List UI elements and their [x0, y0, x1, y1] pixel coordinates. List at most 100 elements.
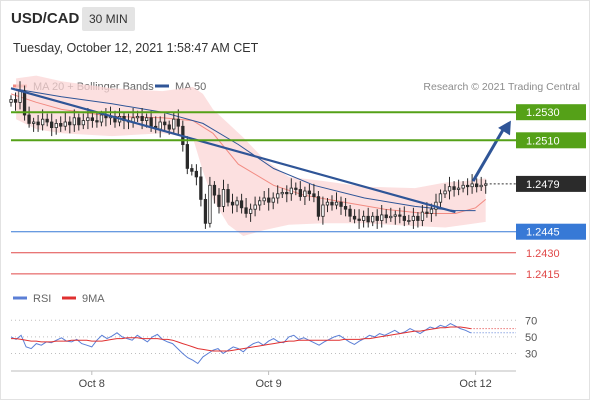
- candle-body: [13, 99, 18, 103]
- candle-body: [54, 123, 58, 129]
- candle-body: [235, 200, 239, 206]
- candle-body: [194, 170, 199, 178]
- candle-body: [203, 198, 208, 224]
- candle-body: [9, 99, 13, 103]
- rsi-legend: RSI 9MA: [13, 293, 105, 305]
- candle-body: [325, 201, 330, 206]
- candle-body: [416, 215, 420, 221]
- candle-body: [262, 197, 266, 202]
- rsi-tick-70: 70: [525, 315, 537, 327]
- candle-body: [339, 201, 343, 207]
- candle-body: [285, 191, 289, 195]
- candle-body: [167, 124, 171, 130]
- candle-body: [226, 189, 230, 203]
- candle-body: [380, 214, 384, 221]
- candle-body: [307, 190, 312, 195]
- candle-body: [443, 190, 447, 195]
- candle-body: [172, 118, 176, 130]
- last-price-badge: [516, 175, 586, 192]
- level-label-0: 1.2530: [526, 107, 560, 119]
- candle-body: [461, 184, 465, 189]
- chart-header: USD/CAD 30 MIN: [0, 0, 590, 38]
- candle-body: [217, 194, 221, 207]
- candle-body: [407, 220, 411, 222]
- candle-body: [267, 197, 271, 203]
- candle-body: [479, 184, 483, 188]
- candle-body: [276, 193, 280, 199]
- candle-body: [77, 117, 81, 126]
- candle-body: [420, 211, 425, 221]
- forecast-arrow-head: [498, 120, 511, 136]
- candle-body: [357, 218, 361, 221]
- candle-body: [199, 176, 203, 200]
- rsi-plot: 70 50 30: [10, 315, 537, 365]
- level-label-2: 1.2445: [526, 227, 560, 239]
- candle-body: [411, 215, 416, 221]
- time-tick-label-2: Oct 12: [459, 378, 491, 390]
- candle-body: [149, 117, 153, 127]
- candle-body: [59, 123, 63, 127]
- candle-body: [72, 117, 76, 126]
- level-badge-2: [516, 223, 586, 240]
- candle-body: [474, 183, 479, 188]
- candle-body: [163, 121, 167, 126]
- candle-body: [248, 208, 253, 214]
- candle-body: [185, 144, 190, 169]
- candle-body: [393, 214, 397, 217]
- candle-body: [334, 201, 339, 206]
- candle-body: [312, 193, 316, 198]
- candle-body: [384, 214, 388, 219]
- last-price-label: 1.2479: [526, 179, 560, 191]
- time-tick-label-0: Oct 8: [79, 378, 105, 390]
- candle-body: [212, 184, 217, 196]
- candle-body: [271, 197, 275, 203]
- rsi-series-9ma: [11, 326, 471, 352]
- candle-body: [144, 117, 149, 122]
- candle-body: [289, 187, 294, 195]
- candle-body: [257, 200, 262, 206]
- candle-body: [316, 196, 321, 217]
- trendline: [10, 87, 456, 214]
- time-axis: Oct 8 Oct 9 Oct 12: [11, 370, 516, 390]
- candle-body: [239, 200, 244, 209]
- candle-body: [465, 184, 470, 188]
- candle-body: [298, 189, 303, 197]
- candle-body: [32, 121, 36, 124]
- level-badge-0: [516, 104, 586, 121]
- candle-body: [280, 191, 284, 195]
- candle-body: [398, 214, 402, 217]
- candle-body: [135, 116, 140, 119]
- candle-body: [375, 215, 379, 221]
- candle-body: [95, 120, 99, 123]
- candle-body: [253, 204, 257, 210]
- candle-body: [348, 208, 352, 217]
- candle-body: [470, 183, 474, 188]
- candle-body: [158, 121, 162, 130]
- candle-body: [303, 190, 307, 197]
- candle-body: [41, 118, 45, 126]
- candle-body: [429, 208, 434, 214]
- level-badge-1: [516, 132, 586, 149]
- candle-body: [36, 121, 40, 126]
- timeframe-button[interactable]: 30 MIN: [82, 7, 135, 31]
- symbol-label: USD/CAD: [11, 10, 80, 27]
- level-label-3: 1.2430: [526, 248, 560, 260]
- candle-body: [366, 215, 370, 223]
- candle-body: [447, 186, 452, 192]
- price-levels: 1.2530 1.2510 1.2445 1.2430 1.2415 1.2479: [11, 104, 586, 281]
- rsi-tick-50: 50: [525, 332, 537, 344]
- candle-body: [68, 121, 72, 126]
- candle-body: [330, 201, 334, 206]
- candle-body: [86, 117, 90, 122]
- candle-body: [244, 207, 248, 214]
- candle-body: [81, 120, 85, 126]
- candle-body: [294, 187, 298, 190]
- candle-body: [221, 189, 226, 207]
- candle-body: [438, 193, 443, 203]
- candle-body: [99, 114, 104, 123]
- candle-body: [90, 117, 94, 122]
- rsi-series-rsi: [10, 323, 471, 365]
- candle-body: [343, 205, 348, 210]
- candle-body: [190, 168, 194, 172]
